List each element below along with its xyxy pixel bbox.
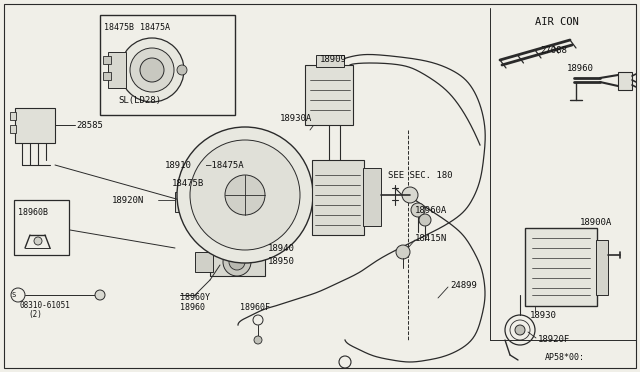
Text: (2): (2) <box>28 311 42 320</box>
Bar <box>103 56 111 64</box>
Text: 18930: 18930 <box>530 311 557 320</box>
Text: 18960Y: 18960Y <box>180 294 210 302</box>
Text: 18415N: 18415N <box>415 234 447 243</box>
Bar <box>596 240 608 295</box>
Text: 18475A: 18475A <box>140 22 170 32</box>
Text: 18900A: 18900A <box>580 218 612 227</box>
Text: SEE SEC. 180: SEE SEC. 180 <box>388 170 452 180</box>
Circle shape <box>254 336 262 344</box>
Bar <box>363 168 381 226</box>
Bar <box>10 112 16 120</box>
Text: 18930A: 18930A <box>280 113 312 122</box>
Text: 18475B: 18475B <box>172 179 204 187</box>
Text: 18920N: 18920N <box>112 196 144 205</box>
Text: S: S <box>12 292 16 298</box>
Text: 18940: 18940 <box>268 244 295 253</box>
Bar <box>14 200 69 255</box>
Circle shape <box>34 237 42 245</box>
Text: 18909: 18909 <box>320 55 347 64</box>
Circle shape <box>140 58 164 82</box>
Text: 18960: 18960 <box>180 304 205 312</box>
Bar <box>316 55 344 67</box>
Circle shape <box>190 140 300 250</box>
Text: 18910: 18910 <box>165 160 192 170</box>
Bar <box>15 108 55 143</box>
Text: AP58*00:: AP58*00: <box>545 353 585 362</box>
Text: 18950: 18950 <box>268 257 295 266</box>
Circle shape <box>177 65 187 75</box>
Circle shape <box>515 325 525 335</box>
Bar <box>618 72 632 90</box>
Bar <box>195 252 213 272</box>
Bar <box>103 72 111 80</box>
Text: 18960: 18960 <box>567 64 594 73</box>
Circle shape <box>177 127 313 263</box>
Circle shape <box>402 187 418 203</box>
Bar <box>175 192 195 212</box>
Bar <box>305 65 353 125</box>
Circle shape <box>120 38 184 102</box>
Text: 18960F: 18960F <box>240 304 270 312</box>
Bar <box>210 248 265 276</box>
Bar <box>525 228 597 306</box>
Circle shape <box>229 254 245 270</box>
Text: 18920F: 18920F <box>538 336 570 344</box>
Text: 18960B: 18960B <box>18 208 48 217</box>
Text: 18960A: 18960A <box>415 205 447 215</box>
Text: 27088: 27088 <box>540 45 567 55</box>
Bar <box>108 52 126 88</box>
Text: 24899: 24899 <box>450 280 477 289</box>
Text: 28585: 28585 <box>76 121 103 129</box>
Bar <box>312 160 364 235</box>
Text: SL(LD28): SL(LD28) <box>118 96 161 105</box>
Text: 18475B: 18475B <box>104 22 134 32</box>
Text: 08310-61051: 08310-61051 <box>20 301 71 310</box>
Bar <box>10 125 16 133</box>
Circle shape <box>225 175 265 215</box>
Circle shape <box>130 48 174 92</box>
Circle shape <box>411 203 425 217</box>
Circle shape <box>95 290 105 300</box>
Circle shape <box>396 245 410 259</box>
Text: AIR CON: AIR CON <box>535 17 579 27</box>
Circle shape <box>419 214 431 226</box>
Text: —18475A: —18475A <box>206 160 244 170</box>
Bar <box>100 15 235 115</box>
Circle shape <box>223 248 251 276</box>
